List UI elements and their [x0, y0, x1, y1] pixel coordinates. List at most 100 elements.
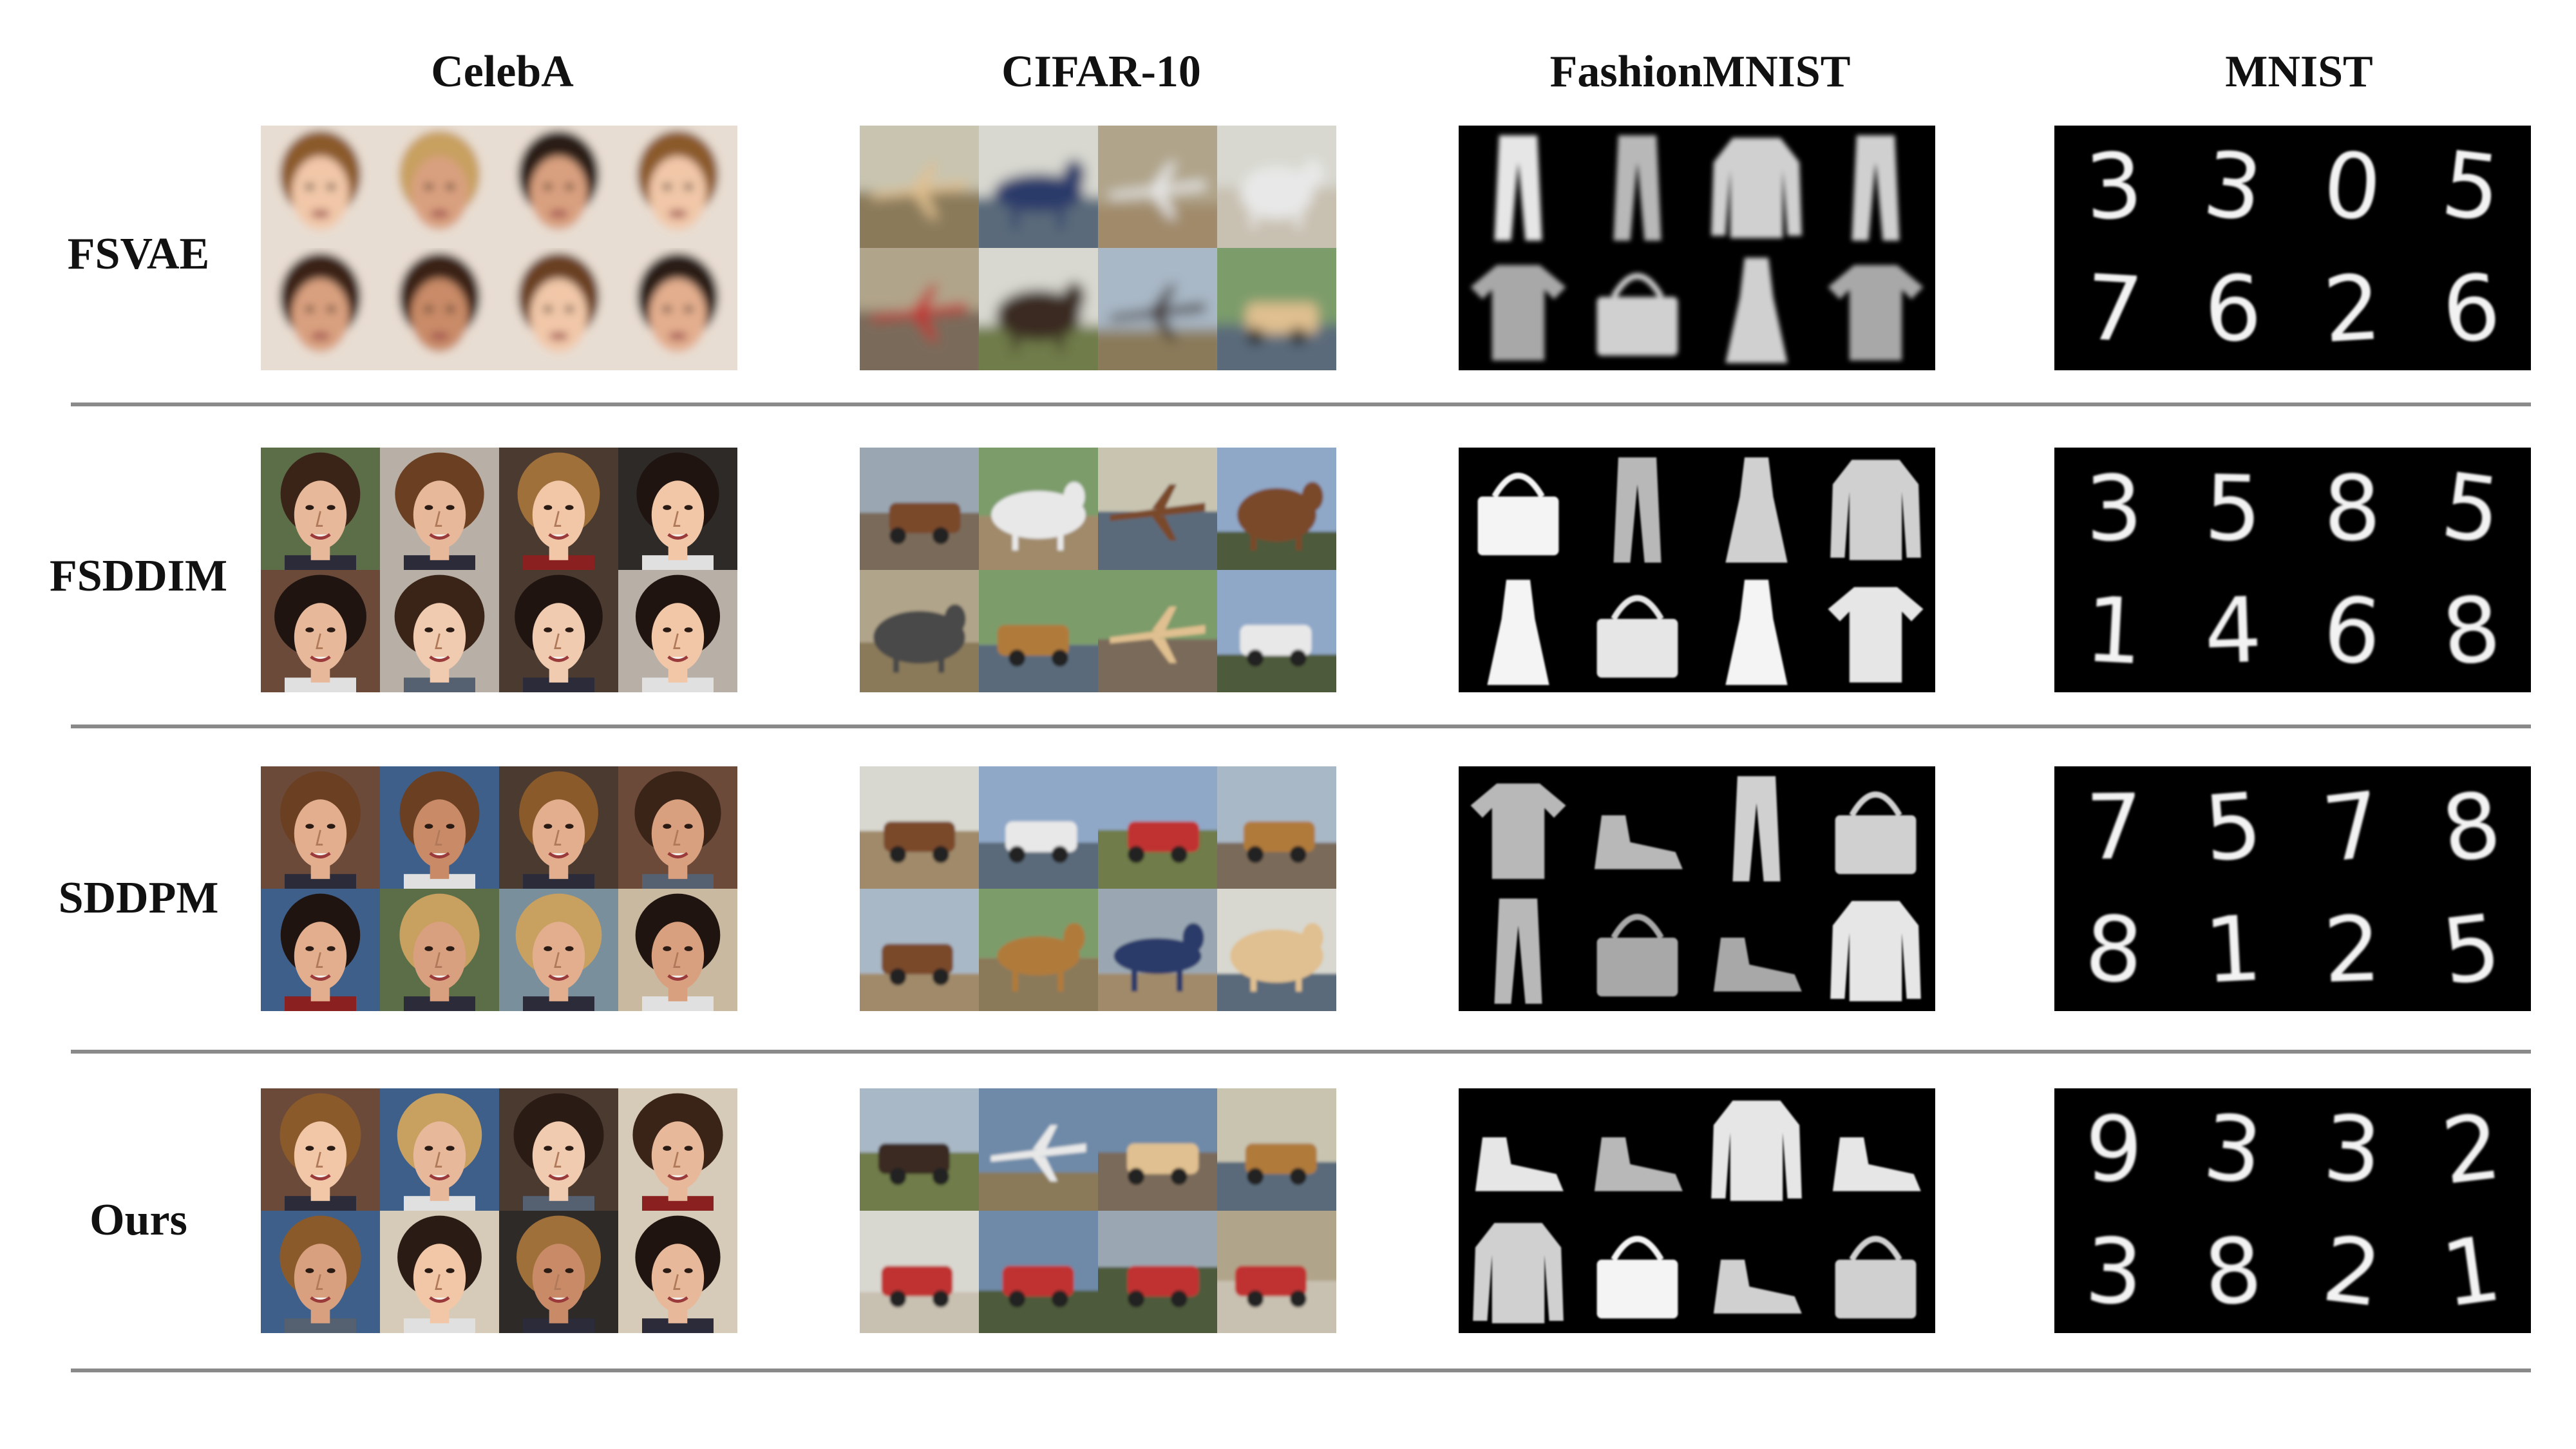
- row-label-fsddim: FSDDIM: [49, 551, 228, 601]
- sample-grid-celeba-fsddim: [261, 448, 737, 692]
- sample-image: [1217, 766, 1336, 889]
- sample-grid-fashion-fsvae: [1459, 126, 1935, 370]
- sample-image: 3: [2174, 126, 2293, 248]
- sample-image: 3: [2054, 126, 2174, 248]
- sample-grid-cifar-fsvae: [860, 126, 1336, 370]
- mnist-digit: 8: [2438, 576, 2505, 687]
- sample-image: [979, 766, 1098, 889]
- sample-image: 3: [2054, 1211, 2174, 1333]
- sample-image: [1098, 126, 1217, 248]
- sample-image: [499, 126, 618, 248]
- mnist-digit: 1: [2082, 577, 2146, 685]
- sample-image: [1217, 248, 1336, 370]
- sample-image: [1217, 126, 1336, 248]
- sample-image: 3: [2174, 1088, 2293, 1211]
- row-divider: [71, 402, 2531, 406]
- sample-image: 1: [2174, 889, 2293, 1011]
- row-label-ours: Ours: [90, 1195, 187, 1245]
- mnist-digit: 3: [2320, 1095, 2384, 1204]
- column-header-celeba: CelebA: [431, 47, 574, 97]
- sample-image: [979, 126, 1098, 248]
- sample-image: 8: [2412, 570, 2531, 692]
- mnist-digit: 8: [2201, 1217, 2266, 1327]
- row-label-fsvae: FSVAE: [67, 229, 210, 279]
- sample-image: 7: [2293, 766, 2412, 889]
- sample-image: 5: [2412, 448, 2531, 570]
- mnist-digit: 4: [2202, 578, 2264, 685]
- sample-image: [618, 889, 737, 1011]
- sample-image: [1697, 126, 1816, 248]
- sample-image: [499, 1088, 618, 1211]
- sample-image: [1816, 766, 1935, 889]
- sample-image: 2: [2293, 248, 2412, 370]
- sample-image: 5: [2412, 126, 2531, 248]
- sample-image: [1459, 889, 1578, 1011]
- sample-image: [380, 1088, 499, 1211]
- column-header-mnist: MNIST: [2225, 47, 2373, 97]
- sample-image: [380, 448, 499, 570]
- mnist-digit: 8: [2322, 455, 2382, 562]
- sample-image: [1098, 570, 1217, 692]
- row-divider: [71, 724, 2531, 728]
- sample-image: [860, 570, 979, 692]
- sample-image: [860, 1211, 979, 1333]
- sample-image: [979, 1088, 1098, 1211]
- sample-image: 3: [2293, 1088, 2412, 1211]
- mnist-digit: 2: [2322, 896, 2383, 1003]
- sample-image: [261, 126, 380, 248]
- mnist-digit: 6: [2318, 576, 2386, 687]
- sample-image: [1578, 766, 1697, 889]
- sample-grid-celeba-sddpm: [261, 766, 737, 1011]
- sample-image: [979, 1211, 1098, 1333]
- mnist-digit: 2: [2317, 1216, 2387, 1328]
- sample-image: [499, 1211, 618, 1333]
- sample-image: [499, 570, 618, 692]
- sample-image: 8: [2054, 889, 2174, 1011]
- sample-grid-cifar-fsddim: [860, 448, 1336, 692]
- sample-image: 5: [2174, 766, 2293, 889]
- row-label-sddpm: SDDPM: [58, 873, 219, 923]
- mnist-digit: 2: [2320, 255, 2384, 363]
- mnist-digit: 7: [2082, 255, 2146, 363]
- sample-image: [1217, 448, 1336, 570]
- sample-image: 1: [2054, 570, 2174, 692]
- mnist-digit: 8: [2083, 896, 2145, 1004]
- mnist-digit: 9: [2085, 1097, 2143, 1202]
- sample-image: [860, 766, 979, 889]
- mnist-digit: 6: [2203, 256, 2263, 363]
- sample-image: [1816, 248, 1935, 370]
- sample-image: [1578, 889, 1697, 1011]
- sample-image: [261, 766, 380, 889]
- sample-image: [261, 1211, 380, 1333]
- sample-image: [1098, 889, 1217, 1011]
- sample-image: [380, 889, 499, 1011]
- sample-image: [618, 1211, 737, 1333]
- sample-image: [1098, 448, 1217, 570]
- sample-grid-fashion-sddpm: [1459, 766, 1935, 1011]
- sample-image: [979, 889, 1098, 1011]
- sample-grid-cifar-ours: [860, 1088, 1336, 1333]
- sample-grid-cifar-sddpm: [860, 766, 1336, 1011]
- sample-image: 1: [2412, 1211, 2531, 1333]
- mnist-digit: 6: [2438, 254, 2505, 364]
- sample-image: [1816, 1088, 1935, 1211]
- sample-image: [1578, 248, 1697, 370]
- sample-grid-celeba-ours: [261, 1088, 737, 1333]
- sample-image: 4: [2174, 570, 2293, 692]
- sample-image: [380, 248, 499, 370]
- mnist-digit: 5: [2436, 453, 2507, 565]
- sample-image: [860, 1088, 979, 1211]
- mnist-digit: 5: [2436, 131, 2506, 243]
- mnist-digit: 3: [2083, 133, 2145, 241]
- sample-image: [1578, 1088, 1697, 1211]
- sample-image: [499, 248, 618, 370]
- mnist-digit: 0: [2319, 132, 2385, 242]
- mnist-digit: 3: [2198, 131, 2268, 243]
- sample-image: [1697, 570, 1816, 692]
- sample-image: [1459, 570, 1578, 692]
- sample-image: [1098, 766, 1217, 889]
- sample-image: [1459, 1211, 1578, 1333]
- sample-image: 7: [2054, 766, 2174, 889]
- sample-image: [1217, 889, 1336, 1011]
